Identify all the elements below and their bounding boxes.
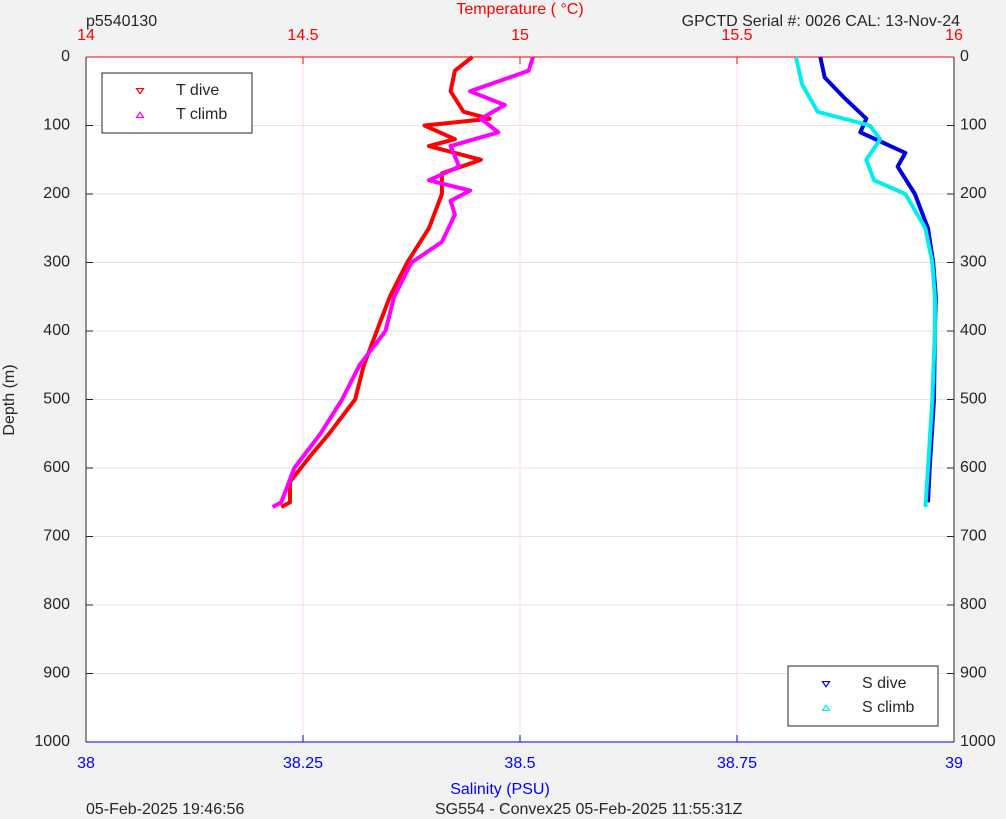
y-tick-label: 900: [43, 665, 70, 682]
x2-tick-label: 14: [77, 27, 95, 44]
profile-line: [794, 56, 937, 508]
y-tick-label: 600: [43, 459, 70, 476]
y-tick-label-right: 1000: [960, 733, 996, 750]
y-tick-label: 1000: [34, 733, 70, 750]
x2-tick-label: 15: [511, 27, 529, 44]
title-left: p5540130: [86, 13, 157, 30]
x-axis-label: Salinity (PSU): [450, 781, 550, 798]
y-tick-label: 200: [43, 185, 70, 202]
legend-marker: [821, 704, 831, 712]
footer-right: SG554 - Convex25 05-Feb-2025 11:55:31Z: [435, 801, 743, 818]
legend-label: T dive: [176, 82, 219, 99]
y-tick-label-right: 100: [960, 117, 987, 134]
x-tick-label: 38.75: [717, 755, 757, 772]
x2-axis-label: Temperature ( °C): [456, 1, 583, 18]
legend-label: S climb: [862, 699, 915, 716]
y-tick-label-right: 900: [960, 665, 987, 682]
legend-label: T climb: [176, 106, 227, 123]
y-tick-label: 500: [43, 391, 70, 408]
y-tick-label: 300: [43, 254, 70, 271]
x-tick-label: 39: [945, 755, 963, 772]
legend-marker: [135, 111, 145, 119]
y-tick-label: 400: [43, 322, 70, 339]
y-axis-label: Depth (m): [1, 364, 18, 435]
legend-marker: [821, 680, 831, 688]
footer-left: 05-Feb-2025 19:46:56: [86, 801, 244, 818]
x-tick-label: 38.5: [504, 755, 535, 772]
y-tick-label-right: 200: [960, 185, 987, 202]
title-right: GPCTD Serial #: 0026 CAL: 13-Nov-24: [682, 13, 960, 30]
y-tick-label-right: 600: [960, 459, 987, 476]
legend-box: [787, 665, 939, 727]
y-tick-label-right: 800: [960, 596, 987, 613]
profile-line: [280, 55, 492, 509]
y-tick-label: 0: [61, 48, 70, 65]
x-tick-label: 38: [77, 755, 95, 772]
y-tick-label-right: 300: [960, 254, 987, 271]
legend-marker: [135, 87, 145, 95]
y-tick-label-right: 500: [960, 391, 987, 408]
x2-tick-label: 14.5: [287, 27, 318, 44]
legend-box: [101, 72, 253, 134]
y-tick-label: 700: [43, 528, 70, 545]
y-tick-label: 800: [43, 596, 70, 613]
y-tick-label: 100: [43, 117, 70, 134]
y-tick-label-right: 0: [960, 48, 969, 65]
x-tick-label: 38.25: [283, 755, 323, 772]
legend-label: S dive: [862, 675, 907, 692]
y-tick-label-right: 400: [960, 322, 987, 339]
y-tick-label-right: 700: [960, 528, 987, 545]
x2-tick-label: 15.5: [721, 27, 752, 44]
x2-tick-label: 16: [945, 27, 963, 44]
profile-line: [271, 56, 535, 509]
